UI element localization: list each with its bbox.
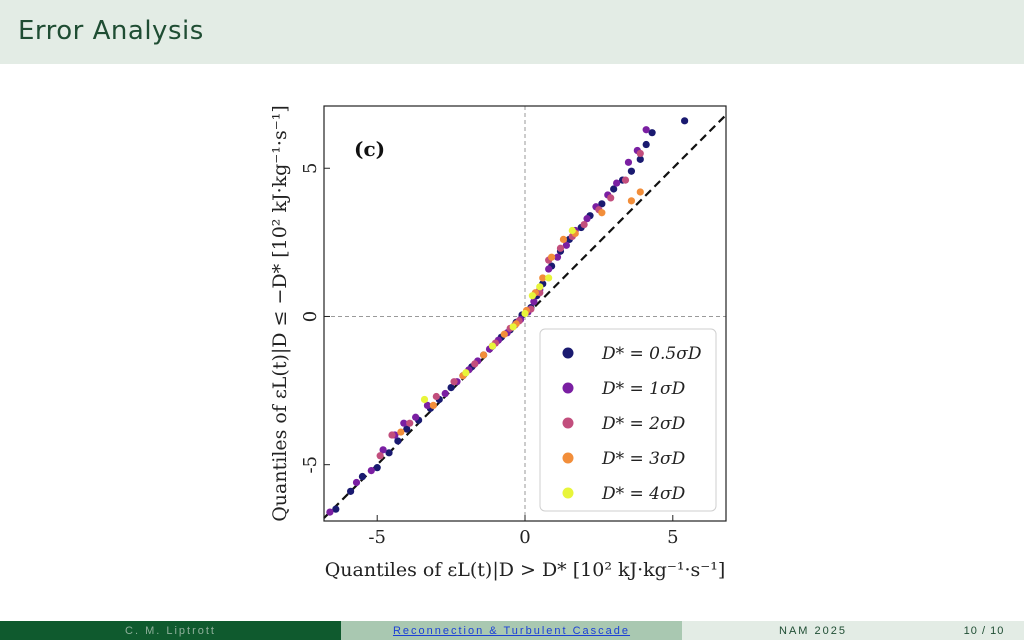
data-point-series-0 bbox=[598, 200, 606, 208]
data-point-series-2 bbox=[556, 244, 565, 252]
legend-label-2: D* = 2σD bbox=[601, 414, 686, 434]
data-point-series-4 bbox=[509, 323, 517, 331]
data-point-series-3 bbox=[627, 197, 636, 205]
data-point-series-3 bbox=[539, 274, 547, 282]
qq-plot: -5 0 5 -5 0 5 (c) Quantiles of εL(t)|D > D* [10… bbox=[269, 105, 727, 581]
data-point-series-0 bbox=[385, 449, 393, 457]
legend-label-1: D* = 1σD bbox=[601, 379, 686, 399]
data-point-series-1 bbox=[545, 265, 553, 273]
data-point-series-0 bbox=[648, 129, 656, 137]
data-point-series-2 bbox=[432, 392, 440, 401]
data-point-series-1 bbox=[562, 241, 570, 249]
legend-label-0: D* = 0.5σD bbox=[601, 344, 702, 364]
data-point-series-0 bbox=[681, 117, 689, 125]
data-point-series-4 bbox=[545, 274, 553, 282]
y-tick-label: 5 bbox=[300, 163, 321, 174]
slide-footer: C. M. Liptrott Reconnection & Turbulent … bbox=[0, 621, 1024, 640]
data-point-series-4 bbox=[420, 395, 429, 404]
data-point-series-1 bbox=[326, 508, 334, 516]
footer-author: C. M. Liptrott bbox=[0, 621, 341, 640]
footer-page-number: 10 / 10 bbox=[944, 621, 1024, 640]
data-point-series-3 bbox=[429, 401, 437, 409]
data-point-series-1 bbox=[583, 215, 591, 223]
data-point-series-0 bbox=[347, 487, 355, 495]
data-point-series-1 bbox=[553, 253, 562, 261]
data-point-series-4 bbox=[488, 342, 497, 350]
data-point-series-3 bbox=[636, 188, 644, 196]
data-point-series-2 bbox=[471, 360, 479, 368]
data-point-series-1 bbox=[367, 467, 375, 475]
data-point-series-4 bbox=[528, 292, 536, 300]
data-point-series-0 bbox=[610, 185, 618, 193]
data-point-series-3 bbox=[500, 330, 508, 338]
data-point-series-0 bbox=[394, 437, 402, 445]
data-point-series-1 bbox=[624, 158, 633, 166]
data-point-series-0 bbox=[636, 155, 644, 163]
panel-label: (c) bbox=[354, 137, 385, 161]
y-tick-label: -5 bbox=[300, 456, 321, 474]
data-point-series-0 bbox=[627, 167, 636, 175]
data-point-series-0 bbox=[332, 505, 340, 513]
legend-marker-4 bbox=[562, 487, 574, 499]
x-tick-label: 5 bbox=[667, 527, 678, 548]
data-point-series-2 bbox=[621, 176, 630, 184]
data-point-series-3 bbox=[397, 428, 405, 436]
legend-label-3: D* = 3σD bbox=[601, 449, 686, 469]
data-point-series-1 bbox=[379, 446, 387, 454]
data-point-series-2 bbox=[607, 194, 615, 202]
data-point-series-2 bbox=[376, 452, 384, 460]
legend-marker-0 bbox=[562, 347, 574, 359]
data-point-series-2 bbox=[450, 378, 458, 386]
data-point-series-3 bbox=[548, 253, 556, 261]
data-point-series-3 bbox=[559, 235, 568, 243]
legend-marker-2 bbox=[562, 417, 574, 429]
slide-header: Error Analysis bbox=[0, 0, 1024, 64]
footer-title-cell: Reconnection & Turbulent Cascade bbox=[341, 621, 682, 640]
data-point-series-4 bbox=[536, 283, 544, 291]
y-tick-label: 0 bbox=[300, 311, 321, 322]
data-point-series-1 bbox=[412, 413, 420, 421]
data-point-series-2 bbox=[580, 220, 588, 229]
x-axis-label: Quantiles of εL(t)|D > D* [10² kJ·kg⁻¹·s… bbox=[325, 559, 726, 581]
x-tick-label: -5 bbox=[368, 527, 386, 548]
data-point-series-1 bbox=[400, 419, 408, 427]
legend-marker-3 bbox=[562, 452, 574, 464]
data-point-series-0 bbox=[358, 472, 367, 481]
data-point-series-1 bbox=[441, 389, 449, 398]
qq-plot-figure: -5 0 5 -5 0 5 (c) Quantiles of εL(t)|D > D* [10… bbox=[260, 78, 760, 590]
data-point-series-0 bbox=[447, 384, 455, 392]
data-point-series-2 bbox=[406, 419, 414, 427]
data-point-series-4 bbox=[521, 309, 529, 318]
slide-title: Error Analysis bbox=[18, 16, 204, 46]
data-point-series-0 bbox=[403, 425, 411, 433]
y-axis-label: Quantiles of εL(t)|D ≤ −D* [10² kJ·kg⁻¹·… bbox=[269, 105, 291, 522]
data-point-series-2 bbox=[388, 431, 396, 439]
footer-conference: NAM 2025 bbox=[682, 621, 944, 640]
data-point-series-1 bbox=[530, 298, 538, 306]
data-point-series-1 bbox=[642, 126, 650, 134]
data-point-series-1 bbox=[613, 179, 621, 187]
data-point-series-3 bbox=[598, 209, 606, 217]
data-point-series-2 bbox=[636, 149, 644, 158]
data-point-series-3 bbox=[480, 351, 488, 359]
x-tick-label: 0 bbox=[519, 527, 530, 548]
data-point-series-1 bbox=[352, 478, 361, 487]
data-point-series-1 bbox=[423, 401, 432, 409]
legend-box bbox=[539, 328, 717, 512]
legend-label-4: D* = 4σD bbox=[601, 484, 686, 504]
legend-marker-1 bbox=[562, 382, 574, 394]
footer-title-link[interactable]: Reconnection & Turbulent Cascade bbox=[392, 624, 631, 637]
data-point-series-4 bbox=[568, 226, 576, 235]
data-point-series-0 bbox=[373, 464, 381, 472]
data-point-series-4 bbox=[462, 369, 470, 377]
data-point-series-0 bbox=[642, 140, 650, 149]
